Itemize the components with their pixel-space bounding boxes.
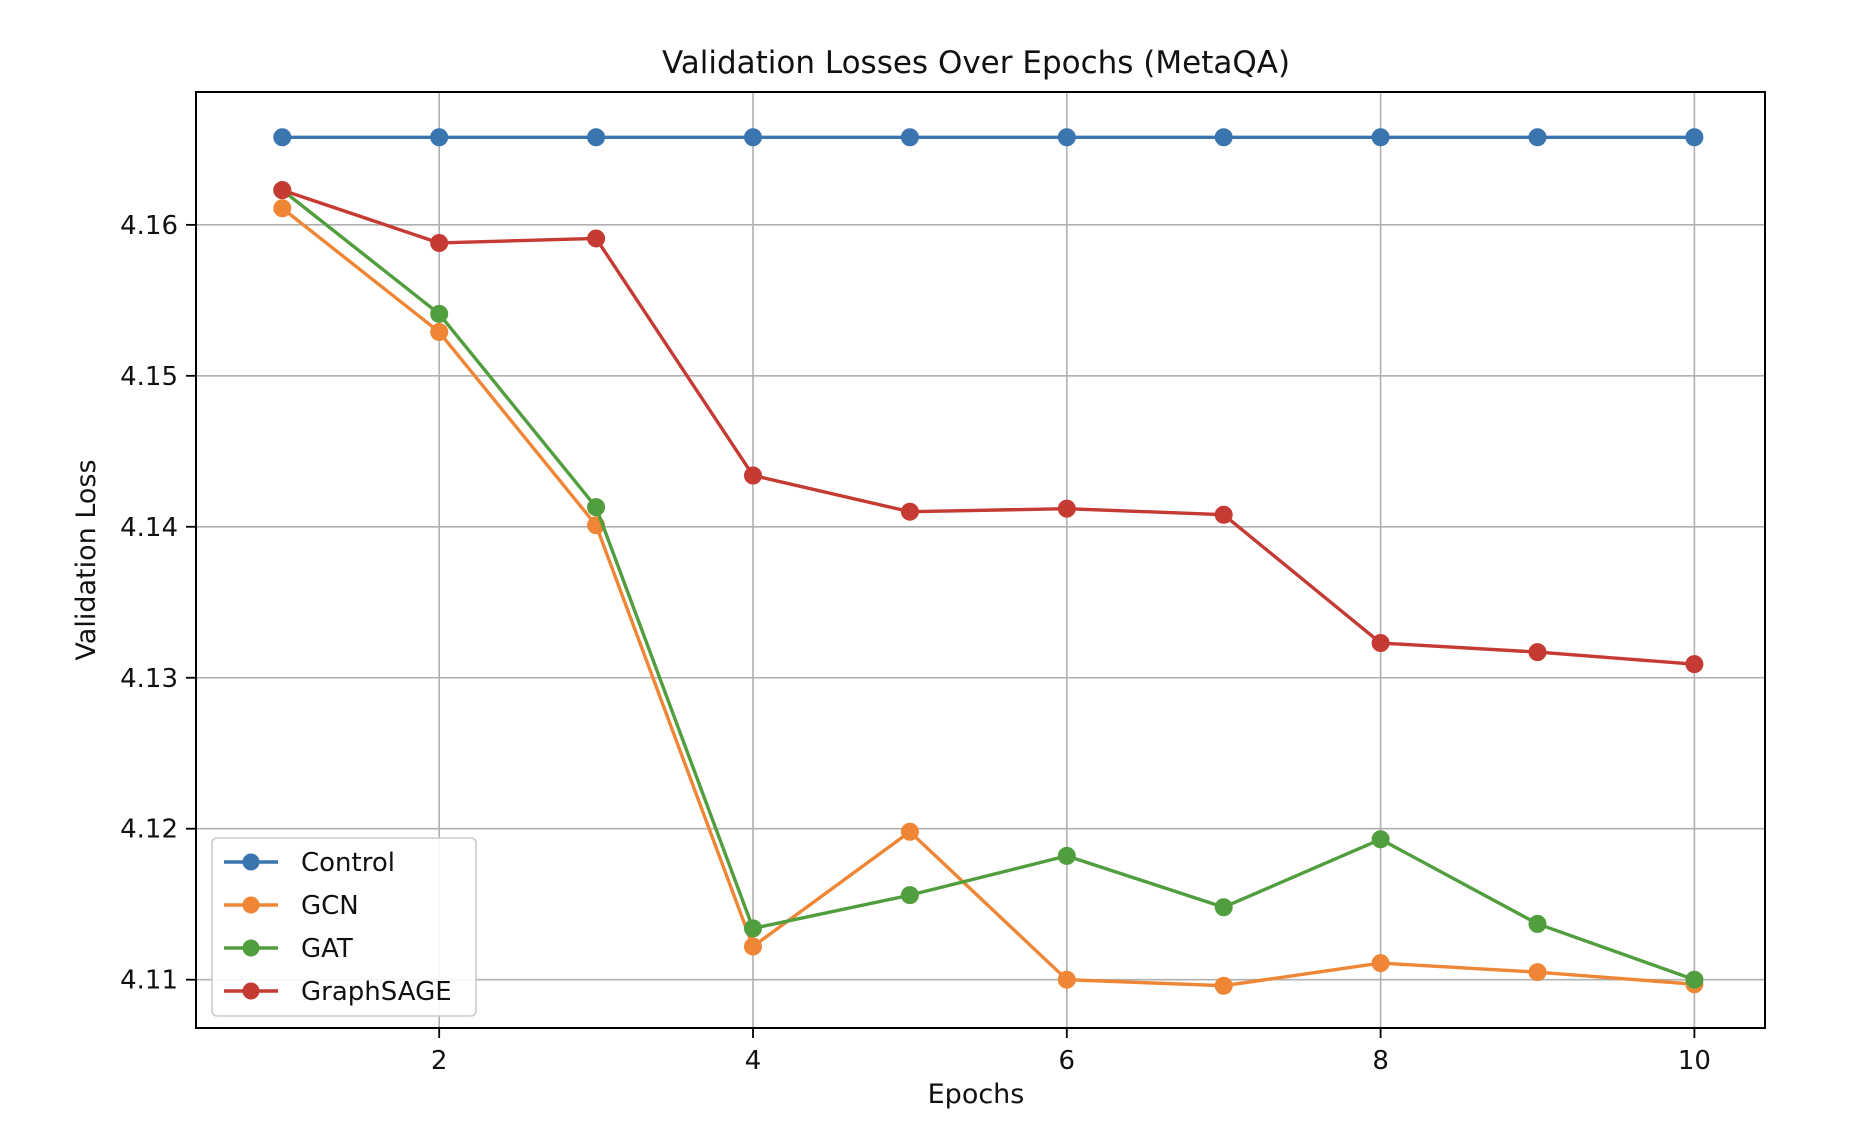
plot-area: 2 4 6 8 10 4.11 4.12 4.13 4.14 4.15 4.16 Control GCN… bbox=[120, 91, 1766, 1076]
data-point-control bbox=[900, 128, 919, 147]
data-point-gcn bbox=[273, 199, 292, 218]
data-point-graphsage bbox=[900, 502, 919, 521]
y-tick-label: 4.15 bbox=[120, 362, 178, 392]
y-axis-label: Validation Loss bbox=[71, 459, 102, 660]
series-control bbox=[273, 128, 1704, 147]
x-tick-label: 4 bbox=[745, 1046, 762, 1076]
x-tick-label: 2 bbox=[431, 1046, 448, 1076]
series-line-gcn bbox=[280, 206, 1697, 988]
data-point-gat bbox=[900, 886, 919, 905]
data-point-graphsage bbox=[1214, 505, 1233, 524]
data-point-control bbox=[1057, 128, 1076, 147]
legend-label-graphsage: GraphSAGE bbox=[301, 977, 452, 1007]
data-point-graphsage bbox=[743, 466, 762, 485]
data-point-control bbox=[1371, 128, 1390, 147]
data-point-graphsage bbox=[430, 233, 449, 252]
data-point-graphsage bbox=[587, 229, 606, 248]
series-gcn bbox=[273, 199, 1704, 995]
data-point-gcn bbox=[1371, 954, 1390, 973]
x-tick-label: 6 bbox=[1059, 1046, 1076, 1076]
data-point-gat bbox=[1528, 914, 1547, 933]
x-tick-label: 8 bbox=[1372, 1046, 1389, 1076]
data-point-gat bbox=[743, 919, 762, 938]
data-point-control bbox=[587, 128, 606, 147]
legend-marker-gcn bbox=[242, 896, 260, 914]
legend-box bbox=[211, 837, 477, 1017]
y-tick-label: 4.13 bbox=[120, 664, 178, 694]
data-point-graphsage bbox=[1057, 499, 1076, 518]
data-point-graphsage bbox=[273, 181, 292, 200]
legend-marker-control bbox=[242, 853, 260, 871]
data-point-control bbox=[1214, 128, 1233, 147]
data-point-gat bbox=[1371, 830, 1390, 849]
legend-item-gcn: GCN bbox=[224, 891, 359, 921]
y-tick-label: 4.14 bbox=[120, 513, 178, 543]
legend-item-control: Control bbox=[224, 848, 395, 878]
legend-item-gat: GAT bbox=[224, 934, 353, 964]
series-line-graphsage bbox=[280, 188, 1697, 666]
data-point-gcn bbox=[1057, 970, 1076, 989]
data-point-gat bbox=[1685, 970, 1704, 989]
data-point-control bbox=[743, 128, 762, 147]
legend-item-graphsage: GraphSAGE bbox=[224, 977, 452, 1007]
y-tick-label: 4.16 bbox=[120, 211, 178, 241]
series-line-gat bbox=[280, 188, 1697, 982]
data-point-gat bbox=[430, 304, 449, 323]
series-gat bbox=[273, 181, 1704, 989]
data-point-gat bbox=[587, 498, 606, 517]
data-point-gcn bbox=[900, 822, 919, 841]
data-point-control bbox=[273, 128, 292, 147]
data-point-gcn bbox=[430, 323, 449, 342]
legend-marker-graphsage bbox=[242, 982, 260, 1000]
x-axis-label: Epochs bbox=[928, 1079, 1025, 1110]
y-tick-label: 4.12 bbox=[120, 815, 178, 845]
axes-frame bbox=[195, 91, 1766, 1029]
data-point-control bbox=[430, 128, 449, 147]
data-point-gat bbox=[1057, 846, 1076, 865]
legend: Control GCN GAT GraphSAGE bbox=[211, 837, 477, 1017]
data-point-gcn bbox=[1528, 963, 1547, 982]
legend-label-control: Control bbox=[301, 848, 395, 878]
data-point-control bbox=[1528, 128, 1547, 147]
grid-lines bbox=[196, 92, 1765, 1028]
legend-label-gcn: GCN bbox=[301, 891, 359, 921]
x-tick-label: 10 bbox=[1678, 1046, 1711, 1076]
y-tick-label: 4.11 bbox=[120, 966, 178, 996]
data-point-graphsage bbox=[1371, 634, 1390, 653]
series-graphsage bbox=[273, 181, 1704, 674]
legend-marker-gat bbox=[242, 939, 260, 957]
data-point-control bbox=[1685, 128, 1704, 147]
legend-label-gat: GAT bbox=[301, 934, 353, 964]
data-point-graphsage bbox=[1528, 643, 1547, 662]
data-point-graphsage bbox=[1685, 655, 1704, 674]
data-point-gcn bbox=[743, 937, 762, 956]
data-point-gcn bbox=[1214, 976, 1233, 995]
chart-title: Validation Losses Over Epochs (MetaQA) bbox=[662, 45, 1290, 81]
data-point-gat bbox=[1214, 898, 1233, 917]
